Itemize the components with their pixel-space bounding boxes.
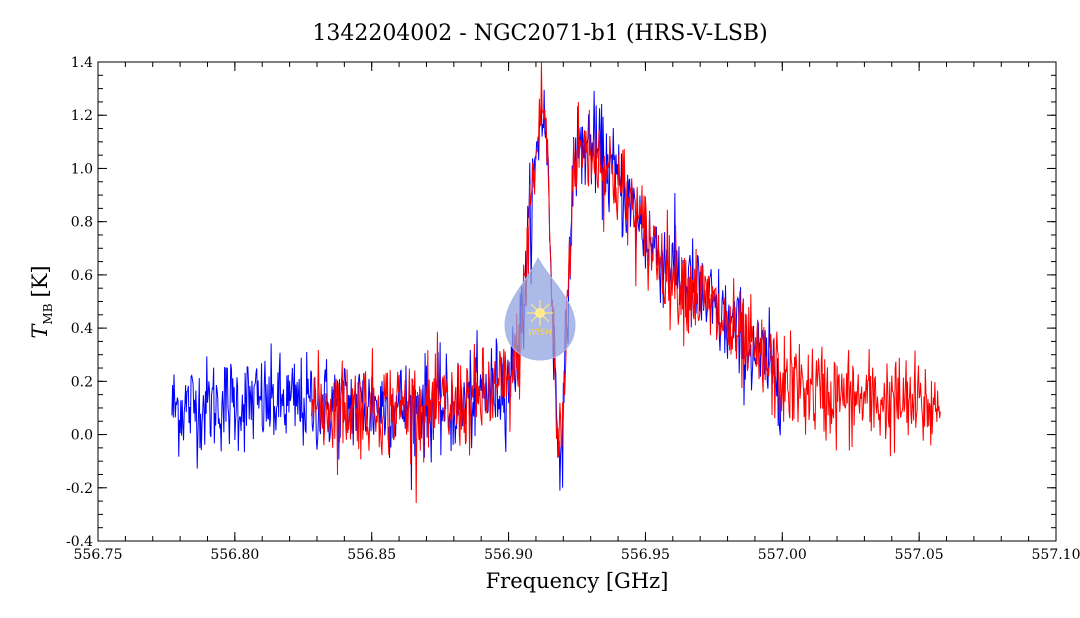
series-line-2: [311, 61, 941, 504]
x-axis-label: Frequency [GHz]: [486, 569, 669, 593]
series-layer: [171, 61, 941, 504]
wish-logo: WISH: [504, 256, 576, 361]
y-axis-label: TMB [K]: [28, 265, 55, 338]
y-tick-label: 0.2: [71, 374, 93, 390]
y-tick-label: 0.6: [71, 268, 93, 284]
y-tick-label: 0.4: [71, 321, 93, 337]
x-tick-label: 556.90: [484, 547, 533, 563]
ticks-layer: [97, 61, 1057, 542]
wish-logo-text: WISH: [528, 328, 552, 338]
x-tick-label: 556.85: [347, 547, 396, 563]
y-tick-label: 1.2: [71, 108, 93, 124]
y-tick-label: -0.4: [66, 534, 93, 550]
y-axis-label-sub: MB: [41, 303, 55, 324]
y-tick-label: 1.4: [71, 55, 93, 71]
x-tick-label: 557.05: [895, 547, 944, 563]
wish-star-rays-icon: [527, 300, 553, 326]
y-tick-label: -0.2: [66, 481, 93, 497]
tick-labels-layer: 556.75 556.80 556.85 556.90 556.95 557.00 557.…: [66, 55, 1080, 563]
chart-title: 1342204002 - NGC2071-b1 (HRS-V-LSB): [312, 21, 767, 46]
y-tick-label: 0.8: [71, 215, 93, 231]
y-axis-label-unit: [K]: [28, 265, 52, 297]
x-tick-label: 557.10: [1032, 547, 1080, 563]
y-tick-label: 0.0: [71, 428, 93, 444]
x-tick-label: 557.00: [758, 547, 807, 563]
x-tick-label: 556.95: [621, 547, 670, 563]
svg-text:TMB[K]: TMB [K]: [28, 265, 55, 338]
x-tick-label: 556.75: [74, 547, 123, 563]
y-tick-label: 1.0: [71, 161, 93, 177]
x-tick-label: 556.80: [210, 547, 259, 563]
y-axis-label-main: T: [28, 323, 52, 339]
series-line-1: [171, 89, 783, 491]
